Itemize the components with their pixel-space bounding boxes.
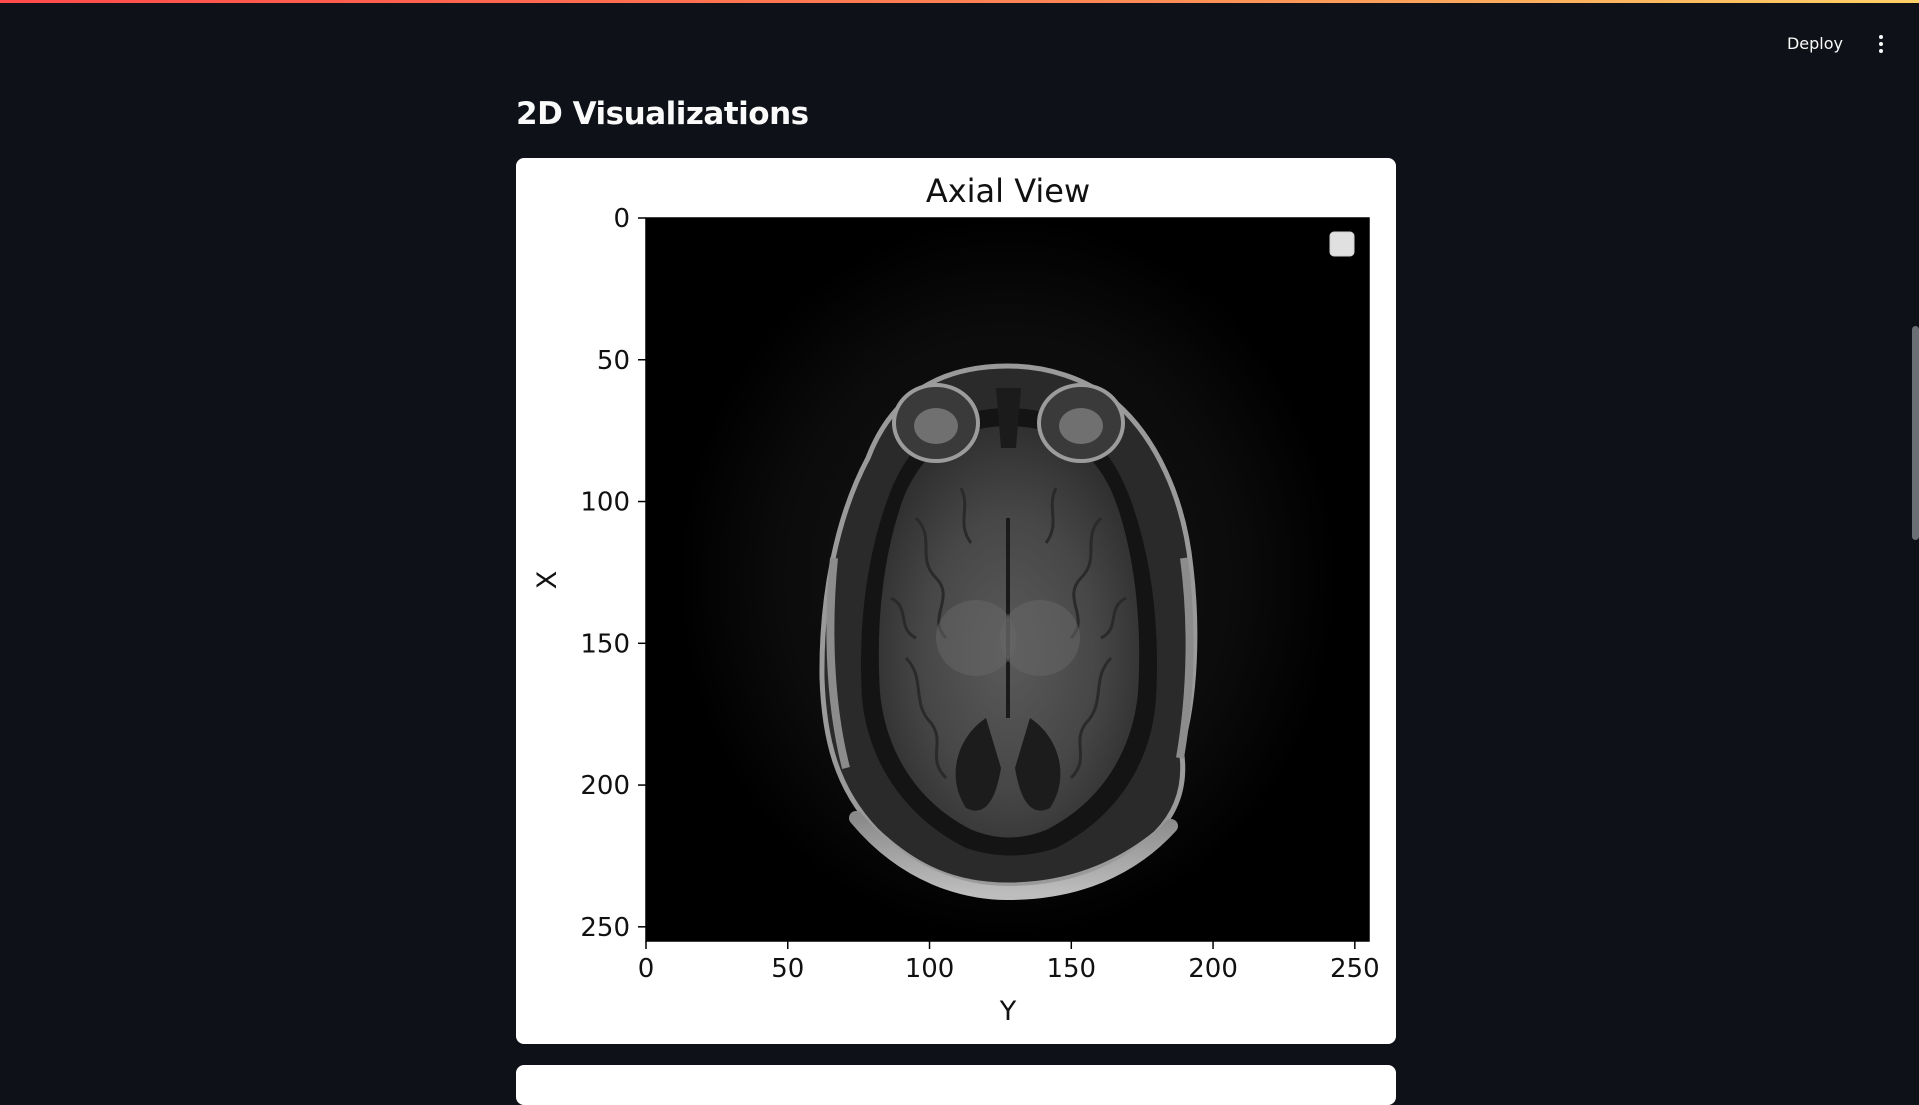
legend-box	[1329, 231, 1355, 257]
plot-frame	[645, 217, 1370, 942]
deploy-button[interactable]: Deploy	[1777, 28, 1853, 59]
x-tick-label: 100	[905, 954, 955, 984]
next-figure-card	[516, 1065, 1396, 1105]
x-tick-label: 250	[1330, 954, 1380, 984]
y-axis-ticks: 0 50 100 150 200 250	[580, 204, 646, 943]
axial-view-figure: 0 50 100 150 200 250 0 50 100 150 200 250 Axial Vi…	[516, 158, 1396, 1044]
y-axis-label: X	[532, 571, 563, 590]
y-tick-label: 100	[580, 488, 630, 518]
chart-title: Axial View	[926, 172, 1090, 210]
axial-view-plot: 0 50 100 150 200 250 0 50 100 150 200 250 Axial Vi…	[532, 172, 1380, 1027]
x-tick-label: 150	[1046, 954, 1096, 984]
page-scrollbar[interactable]	[1912, 326, 1919, 540]
app-toolbar: Deploy	[1777, 28, 1891, 59]
y-tick-label: 150	[580, 629, 630, 659]
y-tick-label: 50	[597, 346, 630, 376]
x-tick-label: 200	[1188, 954, 1238, 984]
section-title: 2D Visualizations	[516, 96, 809, 132]
y-tick-label: 0	[613, 204, 630, 234]
x-axis-ticks: 0 50 100 150 200 250	[638, 941, 1380, 984]
x-tick-label: 0	[638, 954, 655, 984]
mri-image	[646, 218, 1369, 941]
y-tick-label: 200	[580, 771, 630, 801]
x-tick-label: 50	[771, 954, 804, 984]
more-vertical-icon[interactable]	[1871, 33, 1891, 55]
x-axis-label: Y	[999, 996, 1017, 1027]
top-decoration-bar	[0, 0, 1919, 3]
y-tick-label: 250	[580, 913, 630, 943]
